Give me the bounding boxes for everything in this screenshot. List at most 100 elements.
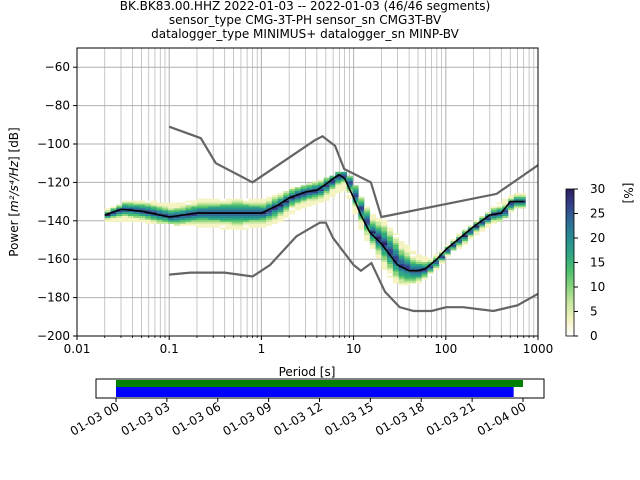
- histogram-cell: [317, 189, 325, 192]
- histogram-cell: [398, 254, 405, 257]
- histogram-cell: [410, 281, 417, 284]
- histogram-cell: [306, 194, 313, 197]
- histogram-cell: [248, 204, 255, 207]
- histogram-cell: [133, 219, 140, 222]
- histogram-cell: [225, 200, 232, 203]
- histogram-cell: [202, 219, 209, 222]
- histogram-cell: [300, 204, 307, 207]
- histogram-cell: [196, 206, 204, 209]
- histogram-cell: [433, 267, 440, 270]
- histogram-cell: [410, 279, 417, 282]
- histogram-cell: [312, 194, 319, 197]
- histogram-cell: [300, 196, 307, 199]
- histogram-cell: [196, 225, 204, 228]
- histogram-cell: [404, 248, 411, 251]
- histogram-cell: [220, 200, 227, 203]
- histogram-cell: [185, 214, 192, 217]
- histogram-cell: [260, 204, 267, 207]
- histogram-cell: [490, 212, 497, 215]
- histogram-cell: [364, 231, 371, 234]
- histogram-cell: [116, 204, 123, 207]
- colorbar-tick-label: 30: [590, 182, 605, 196]
- histogram-cell: [145, 216, 152, 219]
- histogram-cell: [352, 198, 359, 201]
- histogram-cell: [231, 208, 238, 211]
- histogram-cell: [404, 258, 411, 261]
- histogram-cell: [358, 223, 365, 226]
- histogram-cell: [410, 250, 417, 253]
- histogram-cell: [214, 202, 221, 205]
- histogram-cell: [122, 206, 129, 209]
- histogram-cell: [369, 214, 376, 217]
- histogram-cell: [462, 239, 469, 242]
- histogram-cell: [490, 219, 497, 222]
- histogram-cell: [202, 221, 209, 224]
- histogram-cell: [277, 217, 284, 221]
- histogram-cell: [358, 219, 365, 222]
- y-tick-label: −200: [37, 329, 70, 343]
- histogram-cell: [173, 206, 180, 209]
- histogram-cell: [133, 217, 140, 221]
- histogram-cell: [364, 208, 371, 211]
- histogram-cell: [473, 221, 480, 224]
- histogram-cell: [392, 271, 399, 274]
- histogram-cell: [231, 206, 238, 209]
- histogram-cell: [139, 206, 146, 209]
- histogram-cell: [127, 208, 134, 211]
- histogram-cell: [490, 216, 497, 219]
- histogram-cell: [410, 254, 417, 257]
- histogram-cell: [496, 208, 503, 211]
- histogram-cell: [387, 267, 394, 270]
- histogram-cell: [369, 219, 376, 222]
- histogram-cell: [410, 275, 417, 278]
- colorbar-tick-label: 20: [590, 231, 605, 245]
- histogram-cell: [300, 200, 307, 203]
- histogram-cell: [369, 237, 376, 240]
- histogram-cell: [162, 216, 169, 219]
- histogram-cell: [427, 267, 434, 270]
- histogram-cell: [162, 210, 169, 213]
- histogram-cell: [369, 225, 376, 228]
- histogram-cell: [312, 200, 319, 203]
- histogram-cell: [156, 210, 163, 213]
- histogram-cell: [479, 227, 486, 230]
- histogram-cell: [329, 187, 336, 190]
- histogram-cell: [168, 204, 175, 207]
- histogram-cell: [381, 223, 388, 226]
- histogram-cell: [381, 237, 388, 240]
- histogram-cell: [398, 260, 405, 263]
- histogram-cell: [208, 200, 215, 203]
- histogram-cell: [375, 248, 382, 251]
- histogram-cell: [283, 202, 290, 205]
- histogram-cell: [179, 221, 186, 224]
- histogram-cell: [381, 267, 388, 270]
- histogram-cell: [433, 262, 440, 265]
- histogram-cell: [294, 206, 301, 209]
- x-tick-label: 10: [346, 342, 361, 356]
- histogram-cell: [139, 200, 146, 203]
- chart-title: BK.BK83.00.HHZ 2022-01-03 -- 2022-01-03 …: [120, 0, 491, 41]
- histogram-cell: [387, 258, 394, 261]
- histogram-cell: [214, 225, 221, 228]
- histogram-cell: [208, 216, 215, 219]
- histogram-cell: [173, 217, 180, 221]
- histogram-cell: [231, 217, 238, 221]
- histogram-cell: [375, 252, 382, 255]
- histogram-cell: [381, 264, 388, 267]
- histogram-cell: [191, 210, 198, 213]
- histogram-cell: [306, 196, 313, 199]
- histogram-cell: [277, 214, 284, 217]
- histogram-cell: [364, 233, 371, 236]
- histogram-cell: [266, 221, 273, 224]
- histogram-cell: [398, 264, 405, 267]
- histogram-cell: [323, 185, 330, 188]
- timeline-tick-label: 01-03 09: [220, 399, 274, 438]
- histogram-cell: [179, 216, 186, 219]
- y-tick-label: −160: [37, 252, 70, 266]
- histogram-cell: [237, 202, 244, 205]
- histogram-cell: [237, 219, 244, 222]
- histogram-cell: [237, 204, 244, 207]
- histogram-cell: [364, 212, 371, 215]
- histogram-cell: [462, 229, 469, 232]
